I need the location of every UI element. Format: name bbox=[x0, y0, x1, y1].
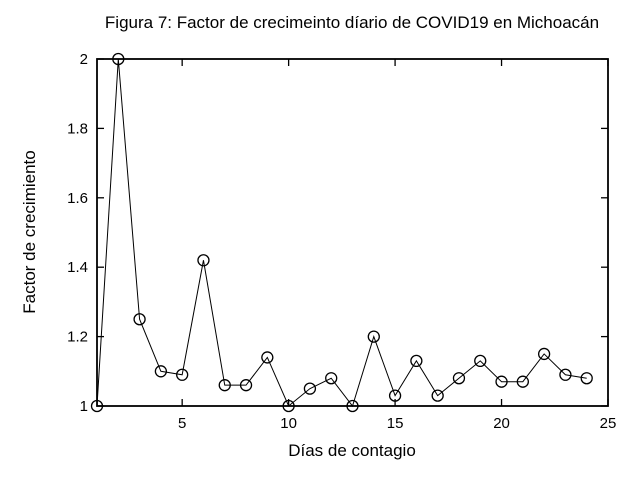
data-point bbox=[580, 372, 593, 385]
data-point bbox=[559, 368, 572, 381]
data-point bbox=[346, 399, 359, 413]
x-tick-label: 5 bbox=[178, 415, 186, 432]
data-point bbox=[197, 254, 210, 267]
data-line bbox=[96, 58, 587, 408]
y-tick-label: 1 bbox=[80, 398, 88, 415]
data-point bbox=[474, 354, 487, 368]
y-tick-label: 1.8 bbox=[67, 120, 88, 137]
data-point bbox=[282, 399, 295, 413]
data-point bbox=[452, 372, 466, 385]
data-point bbox=[495, 375, 508, 388]
data-point bbox=[112, 52, 125, 66]
data-point bbox=[176, 368, 189, 381]
data-point bbox=[218, 379, 231, 392]
data-point bbox=[537, 347, 551, 361]
x-tick-label: 10 bbox=[280, 415, 297, 432]
x-tick-label: 25 bbox=[600, 415, 617, 432]
x-tick-label: 20 bbox=[493, 415, 510, 432]
chart-title: Figura 7: Factor de crecimeinto díario d… bbox=[104, 13, 600, 32]
x-axis-label: Días de contagio bbox=[288, 441, 416, 460]
data-point bbox=[388, 389, 402, 402]
data-point bbox=[410, 354, 423, 368]
data-point bbox=[303, 382, 317, 395]
data-point bbox=[90, 399, 104, 413]
y-tick-label: 1.6 bbox=[67, 190, 88, 207]
data-point bbox=[261, 351, 274, 364]
y-tick-label: 1.2 bbox=[67, 329, 88, 346]
y-tick-label: 2 bbox=[80, 51, 88, 68]
data-point bbox=[325, 372, 338, 385]
data-point bbox=[516, 375, 529, 388]
data-point bbox=[367, 330, 380, 343]
data-point bbox=[239, 379, 253, 392]
plot-box bbox=[96, 58, 609, 407]
x-tick-label: 15 bbox=[387, 415, 404, 432]
data-point bbox=[154, 365, 168, 378]
data-point bbox=[431, 389, 444, 402]
data-point bbox=[133, 313, 146, 326]
y-tick-label: 1.4 bbox=[67, 259, 88, 276]
